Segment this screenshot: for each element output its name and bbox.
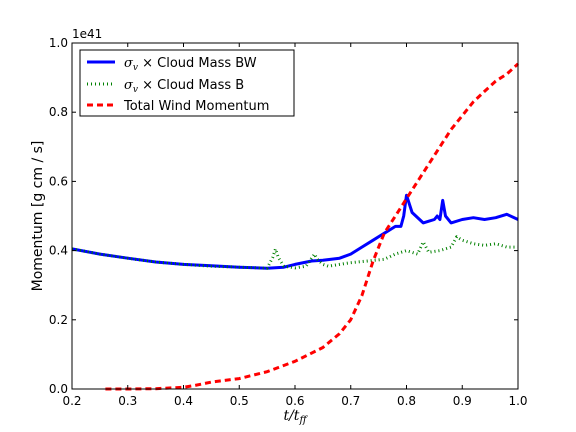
x-tick-label: 0.9 bbox=[453, 394, 472, 408]
series-line-1 bbox=[71, 235, 518, 270]
x-tick-label: 0.4 bbox=[174, 394, 193, 408]
legend-rest-b: × Cloud Mass B bbox=[138, 78, 244, 93]
x-tick-label: 0.6 bbox=[285, 394, 304, 408]
y-tick-label: 0.6 bbox=[49, 174, 68, 188]
x-tick-label: 0.7 bbox=[341, 394, 360, 408]
x-tick-label: 0.8 bbox=[397, 394, 416, 408]
legend-label-wind: Total Wind Momentum bbox=[123, 99, 269, 114]
x-axis-label: t/tff bbox=[283, 408, 308, 426]
y-tick-label: 0.2 bbox=[49, 313, 68, 327]
series-line-2 bbox=[105, 62, 520, 391]
legend-rest-bw: × Cloud Mass BW bbox=[138, 56, 257, 71]
x-axis-label-main: t/t bbox=[283, 408, 299, 424]
y-tick-label: 0.0 bbox=[49, 382, 68, 396]
legend-sigma-b: σ bbox=[124, 78, 134, 93]
series-layer bbox=[71, 62, 520, 391]
y-tick-label: 0.4 bbox=[49, 244, 68, 258]
series-line-0 bbox=[71, 193, 519, 270]
x-tick-label: 1.0 bbox=[508, 394, 527, 408]
legend-label-bw: σv × Cloud Mass BW bbox=[124, 56, 257, 73]
y-tick-label: 1.0 bbox=[49, 36, 68, 50]
x-axis-ticks: 0.2 0.3 0.4 0.5 0.6 0.7 0.8 0.9 1.0 bbox=[62, 43, 528, 408]
legend-box bbox=[79, 49, 295, 117]
legend-label-b: σv × Cloud Mass B bbox=[124, 78, 244, 95]
y-tick-label: 0.8 bbox=[49, 105, 68, 119]
x-tick-label: 0.3 bbox=[118, 394, 137, 408]
legend-sub-b: v bbox=[133, 85, 138, 95]
offset-text: 1e41 bbox=[72, 27, 102, 41]
y-axis-ticks: 0.0 0.2 0.4 0.6 0.8 1.0 bbox=[49, 36, 518, 396]
x-tick-label: 0.2 bbox=[62, 394, 81, 408]
x-tick-label: 0.5 bbox=[230, 394, 249, 408]
legend-sub-bw: v bbox=[133, 63, 138, 73]
x-axis-label-sub: ff bbox=[298, 415, 308, 426]
legend-sigma-bw: σ bbox=[124, 56, 134, 71]
y-axis-label: Momentum [g cm / s] bbox=[30, 141, 46, 292]
legend: σv × Cloud Mass BW σv × Cloud Mass B Tot… bbox=[79, 49, 295, 117]
